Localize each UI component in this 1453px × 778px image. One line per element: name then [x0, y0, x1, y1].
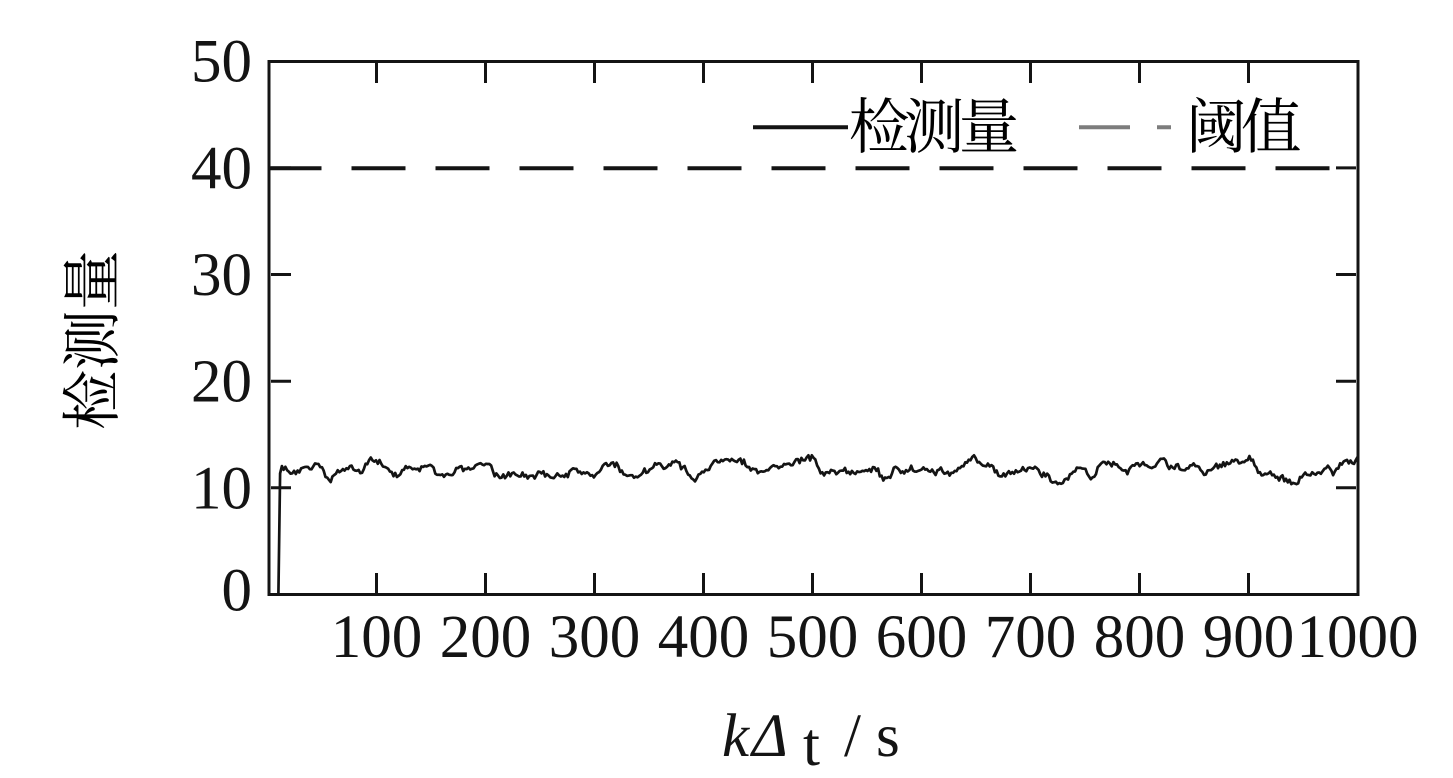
svg-text:300: 300 — [549, 604, 641, 671]
svg-text:200: 200 — [440, 604, 532, 671]
svg-text:20: 20 — [191, 349, 252, 416]
svg-text:30: 30 — [191, 242, 252, 309]
svg-text:500: 500 — [767, 604, 859, 671]
svg-text:t: t — [803, 712, 820, 778]
svg-text:900: 900 — [1203, 604, 1295, 671]
svg-text:0: 0 — [222, 558, 253, 625]
svg-text:10: 10 — [191, 455, 252, 522]
svg-text:s: s — [876, 703, 900, 770]
svg-text:1000: 1000 — [1297, 604, 1419, 671]
svg-text:400: 400 — [658, 604, 750, 671]
svg-text:k: k — [722, 703, 750, 770]
svg-text:/: / — [844, 703, 861, 770]
svg-text:700: 700 — [985, 604, 1077, 671]
svg-text:100: 100 — [331, 604, 423, 671]
svg-text:800: 800 — [1094, 604, 1186, 671]
svg-text:50: 50 — [191, 29, 252, 96]
svg-text:Δ: Δ — [749, 703, 788, 770]
svg-text:40: 40 — [191, 135, 252, 202]
svg-text:600: 600 — [876, 604, 968, 671]
